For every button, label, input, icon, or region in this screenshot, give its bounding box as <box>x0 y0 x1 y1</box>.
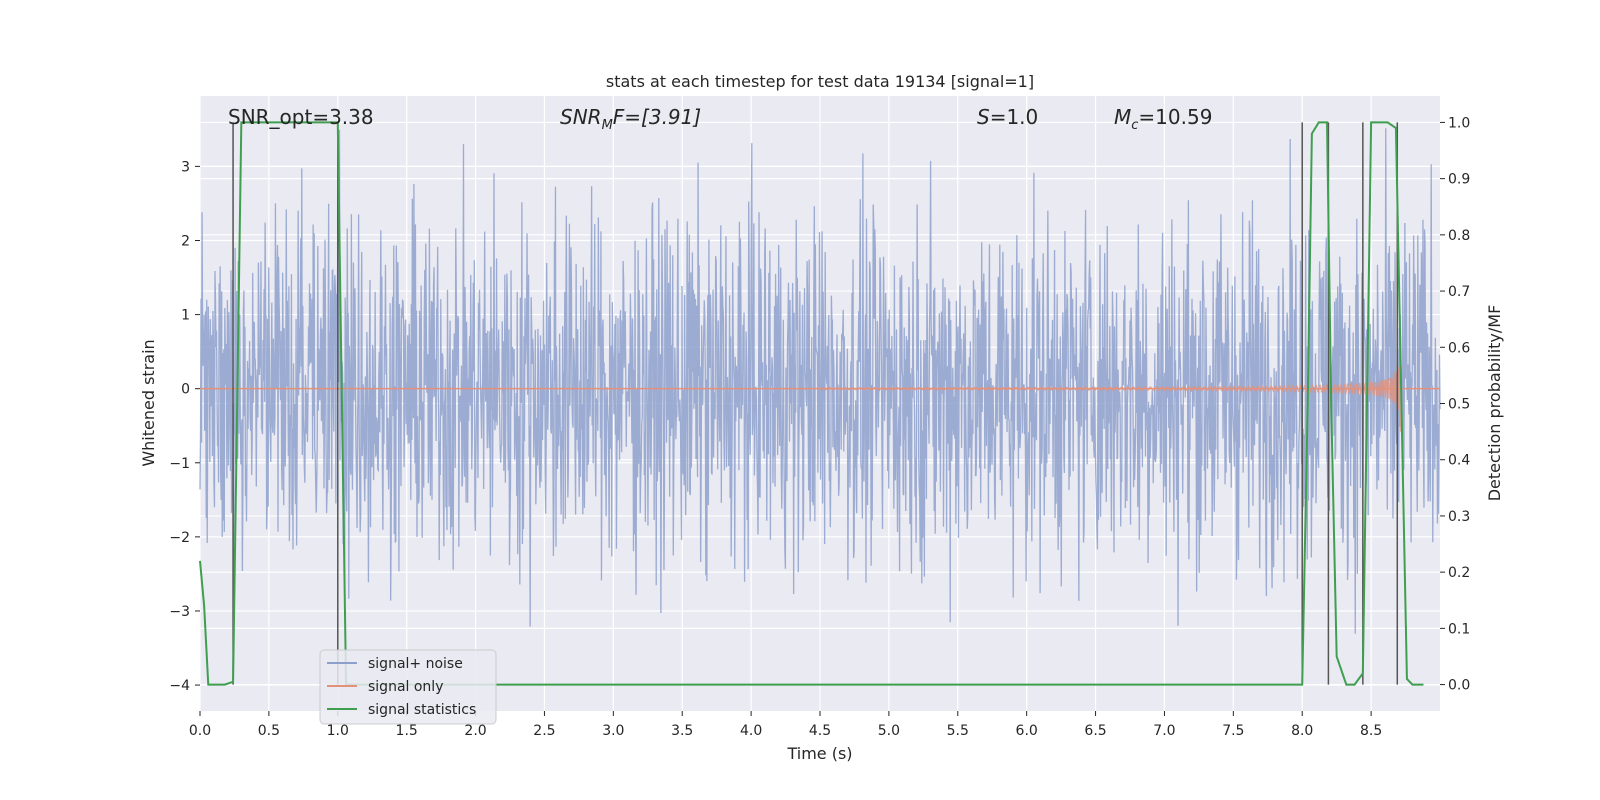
x-tick-label: 0.5 <box>258 723 280 739</box>
legend-label-signal-only: signal only <box>368 679 443 695</box>
series-signal-only <box>200 349 1440 432</box>
legend: signal+ noise signal only signal statist… <box>319 649 497 725</box>
annotation-snr-mf-rest: F=[3.91] <box>613 105 701 129</box>
y-right-tick-label: 1.0 <box>1448 115 1470 131</box>
y-right-tick-label: 0.3 <box>1448 509 1470 525</box>
annotation-snr-mf: SNRMF=[3.91] <box>560 105 701 133</box>
x-tick-label: 8.0 <box>1291 723 1313 739</box>
annotation-mc: Mc=10.59 <box>1114 105 1212 133</box>
y-left-tick-label: −1 <box>169 456 190 472</box>
annotation-mc-rest: =10.59 <box>1138 105 1212 129</box>
x-tick-label: 6.5 <box>1084 723 1106 739</box>
legend-label-signal-statistics: signal statistics <box>368 702 476 718</box>
noise-trace <box>199 128 1441 634</box>
y-right-tick-label: 0.8 <box>1448 228 1470 244</box>
x-tick-label: 7.5 <box>1222 723 1244 739</box>
chart-title: stats at each timestep for test data 191… <box>606 72 1034 91</box>
y-left-tick-label: 1 <box>181 308 190 324</box>
y-right-tick-label: 0.1 <box>1448 621 1470 637</box>
x-tick-label: 0.0 <box>189 723 211 739</box>
x-axis-label: Time (s) <box>786 744 852 763</box>
y-left-tick-label: 2 <box>181 233 190 249</box>
y-right-tick-label: 0.5 <box>1448 397 1470 413</box>
annotation-s-main: S <box>977 105 990 129</box>
series-signal-statistics <box>199 121 1424 686</box>
x-tick-label: 3.0 <box>602 723 624 739</box>
annotation-snr-mf-main: SNR <box>560 105 602 129</box>
x-tick-label: 7.0 <box>1153 723 1175 739</box>
x-tick-label: 8.5 <box>1360 723 1382 739</box>
y-right-tick-label: 0.4 <box>1448 453 1470 469</box>
x-tick-label: 3.5 <box>671 723 693 739</box>
annotation-s: S=1.0 <box>977 105 1038 129</box>
y-right-tick-label: 0.0 <box>1448 678 1470 694</box>
x-tick-label: 6.0 <box>1016 723 1038 739</box>
x-tick-label: 4.5 <box>809 723 831 739</box>
legend-label-signal-noise: signal+ noise <box>368 656 463 672</box>
x-tick-label: 2.5 <box>533 723 555 739</box>
y-left-tick-label: −2 <box>169 530 190 546</box>
y-right-tick-label: 0.7 <box>1448 284 1470 300</box>
x-tick-label: 1.5 <box>396 723 418 739</box>
annotation-s-rest: =1.0 <box>990 105 1039 129</box>
signal-chirp <box>819 349 1402 432</box>
annotation-snr-mf-sub: M <box>602 118 613 133</box>
y-left-tick-label: 0 <box>181 382 190 398</box>
y-right-tick-label: 0.9 <box>1448 172 1470 188</box>
x-tick-label: 4.0 <box>740 723 762 739</box>
series-signal-noise <box>199 128 1441 634</box>
y-left-tick-label: −4 <box>169 678 190 694</box>
annotation-mc-main: M <box>1114 105 1131 129</box>
x-tick-label: 1.0 <box>327 723 349 739</box>
y-axis-label-left: Whitened strain <box>139 339 158 466</box>
x-tick-label: 2.0 <box>464 723 486 739</box>
y-axis-label-right: Detection probability/MF <box>1485 305 1504 502</box>
y-left-tick-label: 3 <box>181 159 190 175</box>
legend-box <box>319 649 497 725</box>
y-right-tick-label: 0.6 <box>1448 340 1470 356</box>
annotation-mc-sub: c <box>1131 118 1138 133</box>
y-left-tick-label: −3 <box>169 604 190 620</box>
statistics-line <box>199 121 1424 686</box>
y-right-tick-label: 0.2 <box>1448 565 1470 581</box>
x-tick-label: 5.5 <box>947 723 969 739</box>
annotation-snr-opt: SNR_opt=3.38 <box>228 105 374 129</box>
axis-ticks: 0.0 0.5 1.0 1.5 2.0 2.5 3.0 3.5 4.0 4.5 5.0 5.5 6.0 6… <box>169 115 1470 739</box>
x-tick-label: 5.0 <box>878 723 900 739</box>
